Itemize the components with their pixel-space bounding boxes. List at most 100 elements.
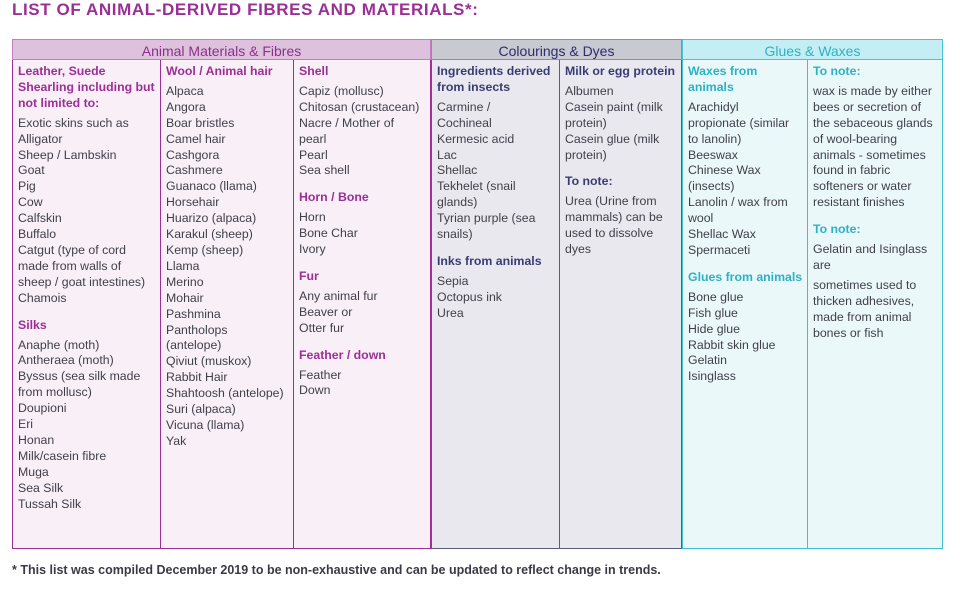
column-glue-notes: To note: wax is made by either bees or s… — [807, 60, 943, 549]
list-item: Cashmere — [166, 163, 223, 178]
section-title: Wool / Animal hair — [166, 64, 273, 78]
list-item: Pashmina — [166, 306, 221, 321]
list-item: Carmine / — [437, 99, 491, 114]
list-item: Capiz (mollusc) — [299, 83, 384, 98]
section-title: animals — [688, 79, 734, 94]
list-item: Casein glue (milk — [565, 131, 660, 146]
list-item: Hide glue — [688, 321, 740, 336]
list-item: Eri — [18, 417, 34, 432]
list-item: Horn — [299, 210, 326, 225]
page-title: LIST OF ANIMAL-DERIVED FIBRES AND MATERI… — [12, 0, 479, 19]
list-item: Goat — [18, 163, 45, 178]
list-item: Pantholops — [166, 322, 228, 337]
list-item: Alpaca — [166, 83, 204, 98]
list-item: Cochineal — [437, 115, 492, 130]
list-item: bones or fish — [813, 325, 884, 340]
list-item: Horsehair — [166, 195, 220, 210]
column-waxes-glues: Waxes from animals Arachidyl propionate … — [682, 60, 807, 549]
list-item: from mollusc) — [18, 385, 92, 400]
section-title: Milk or egg protein — [565, 64, 675, 78]
list-item: used to dissolve — [565, 226, 654, 241]
list-item: Down — [299, 383, 331, 398]
column-wool-animal-hair: Wool / Animal hair Alpaca Angora Boar br… — [160, 60, 293, 549]
list-item: Sea shell — [299, 163, 350, 178]
section-title: To note: — [565, 174, 613, 189]
list-item: Gelatin — [688, 353, 727, 368]
list-item: glands) — [437, 195, 478, 210]
list-item: protein) — [565, 147, 607, 162]
section-title: Glues from animals — [688, 269, 803, 284]
header-colourings-dyes: Colourings & Dyes — [431, 39, 682, 60]
section-title: To note: — [813, 64, 861, 78]
list-item: Isinglass — [688, 369, 736, 384]
list-item: Byssus (sea silk made — [18, 369, 141, 384]
list-item: wax is made by either — [813, 83, 932, 98]
list-item: Any animal fur — [299, 288, 378, 303]
list-item: wool — [688, 211, 714, 226]
list-item: Qiviut (muskox) — [166, 354, 252, 369]
list-item: Gelatin and Isinglass — [813, 242, 928, 257]
list-item: to lanolin) — [688, 131, 742, 146]
list-item: Kermesic acid — [437, 131, 515, 146]
list-item: Bone glue — [688, 289, 744, 304]
list-item: sometimes used to — [813, 277, 917, 292]
section-title: Leather, Suede — [18, 64, 106, 78]
section-title: from insects — [437, 79, 511, 94]
list-item: Tekhelet (snail — [437, 179, 516, 194]
list-item: Otter fur — [299, 320, 345, 335]
list-item: the sebaceous glands — [813, 115, 933, 130]
list-item: Shahtoosh (antelope) — [166, 386, 284, 401]
list-item: Pig — [18, 179, 36, 194]
section-title: Ingredients derived — [437, 64, 551, 78]
list-item: Bone Char — [299, 226, 358, 241]
list-item: Angora — [166, 99, 206, 114]
section-title: Feather / down — [299, 347, 386, 362]
list-item: Guanaco (llama) — [166, 179, 257, 194]
list-item: Cashgora — [166, 147, 220, 162]
list-item: Merino — [166, 274, 204, 289]
list-item: pearl — [299, 131, 327, 146]
column-leather-silks: Leather, Suede Shearling including but n… — [12, 60, 160, 549]
list-item: Antheraea (moth) — [18, 353, 114, 368]
section-title: Silks — [18, 317, 47, 332]
list-item: of wool-bearing — [813, 131, 898, 146]
list-item: made from walls of — [18, 258, 122, 273]
section-title: To note: — [813, 222, 861, 237]
list-item: resistant finishes — [813, 195, 905, 210]
list-item: made from animal — [813, 309, 912, 324]
list-item: are — [813, 257, 831, 272]
list-item: Beeswax — [688, 147, 738, 162]
list-item: Nacre / Mother of — [299, 115, 394, 130]
list-item: Ivory — [299, 242, 326, 257]
list-item: Rabbit Hair — [166, 370, 228, 385]
list-item: Lac — [437, 147, 457, 162]
section-title: not limited to: — [18, 95, 100, 110]
column-insects-inks: Ingredients derived from insects Carmine… — [431, 60, 559, 549]
list-item: Muga — [18, 464, 49, 479]
list-item: Chitosan (crustacean) — [299, 99, 420, 114]
list-item: Sepia — [437, 273, 469, 288]
list-item: Llama — [166, 258, 200, 273]
list-item: Huarizo (alpaca) — [166, 211, 257, 226]
list-item: Doupioni — [18, 401, 67, 416]
list-item: Shellac — [437, 163, 478, 178]
list-item: Tussah Silk — [18, 496, 82, 511]
section-title: Waxes from — [688, 64, 758, 78]
list-item: sheep / goat intestines) — [18, 274, 146, 289]
list-item: Beaver or — [299, 304, 353, 319]
list-item: Chinese Wax — [688, 163, 761, 178]
list-item: Sea Silk — [18, 480, 64, 495]
section-title: Shearling including but — [18, 79, 155, 94]
list-item: Urea — [437, 305, 464, 320]
list-item: Karakul (sheep) — [166, 227, 253, 242]
list-item: Vicuna (llama) — [166, 417, 245, 432]
list-item: animals - sometimes — [813, 147, 926, 162]
list-item: Anaphe (moth) — [18, 337, 100, 352]
list-item: Boar bristles — [166, 115, 235, 130]
list-item: Honan — [18, 432, 55, 447]
list-item: Calfskin — [18, 211, 62, 226]
list-item: snails) — [437, 227, 473, 242]
section-title: Horn / Bone — [299, 190, 369, 205]
section-title: Inks from animals — [437, 253, 542, 268]
list-item: (insects) — [688, 179, 735, 194]
